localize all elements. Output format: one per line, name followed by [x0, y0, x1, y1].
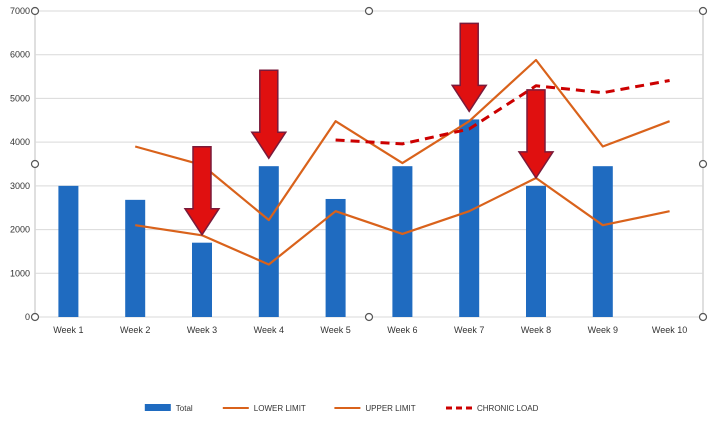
bar-total[interactable] — [192, 242, 212, 317]
down-arrow-icon — [450, 22, 488, 113]
x-tick-label: Week 4 — [254, 325, 284, 335]
down-arrow-icon — [183, 145, 221, 237]
down-arrow-icon — [517, 89, 555, 180]
down-arrow-icon — [250, 69, 288, 160]
resize-handle[interactable] — [30, 312, 40, 322]
line-lower-limit[interactable] — [135, 176, 670, 266]
y-tick-label: 7000 — [10, 6, 30, 16]
y-tick-label: 6000 — [10, 50, 30, 60]
x-tick-label: Week 3 — [187, 325, 217, 335]
y-tick-label: 3000 — [10, 181, 30, 191]
x-axis: Week 1 Week 2 Week 3 Week 4 Week 5 Week 6 Week… — [53, 325, 687, 335]
bar-total[interactable] — [526, 185, 546, 317]
resize-handle[interactable] — [364, 6, 374, 16]
resize-handle[interactable] — [698, 312, 708, 322]
resize-handle[interactable] — [698, 6, 708, 16]
y-tick-label: 1000 — [10, 268, 30, 278]
selection-handles — [30, 6, 708, 322]
annotation-arrows — [183, 22, 555, 237]
x-tick-label: Week 6 — [387, 325, 417, 335]
line-upper-limit[interactable] — [134, 58, 670, 222]
x-tick-label: Week 5 — [320, 325, 350, 335]
legend-label: UPPER LIMIT — [365, 404, 415, 413]
x-tick-label: Week 1 — [53, 325, 83, 335]
bar-total[interactable] — [58, 185, 79, 317]
legend: Total LOWER LIMIT UPPER LIMIT CHRONIC LOAD — [144, 404, 539, 413]
y-axis: 0 1000 2000 3000 4000 5000 6000 7000 — [10, 6, 30, 322]
x-tick-label: Week 2 — [120, 325, 150, 335]
y-tick-label: 0 — [25, 312, 30, 322]
bar-total[interactable] — [258, 166, 279, 317]
legend-swatch — [144, 404, 171, 411]
line-series — [134, 58, 670, 266]
x-tick-label: Week 8 — [521, 325, 551, 335]
y-tick-label: 5000 — [10, 93, 30, 103]
y-tick-label: 4000 — [10, 137, 30, 147]
bar-series — [58, 119, 613, 317]
bar-total[interactable] — [592, 166, 613, 317]
bar-total[interactable] — [325, 198, 346, 317]
legend-label: LOWER LIMIT — [254, 404, 306, 413]
resize-handle[interactable] — [698, 159, 708, 169]
y-tick-label: 2000 — [10, 225, 30, 235]
bar-total[interactable] — [125, 199, 146, 317]
x-tick-label: Week 9 — [588, 325, 618, 335]
line-chronic-load[interactable] — [335, 79, 670, 146]
legend-label: Total — [176, 404, 193, 413]
resize-handle[interactable] — [30, 6, 40, 16]
x-tick-label: Week 7 — [454, 325, 484, 335]
bar-total[interactable] — [459, 119, 480, 317]
resize-handle[interactable] — [364, 312, 374, 322]
resize-handle[interactable] — [30, 159, 40, 169]
x-tick-label: Week 10 — [652, 325, 687, 335]
legend-label: CHRONIC LOAD — [477, 404, 539, 413]
bar-total[interactable] — [392, 166, 413, 317]
